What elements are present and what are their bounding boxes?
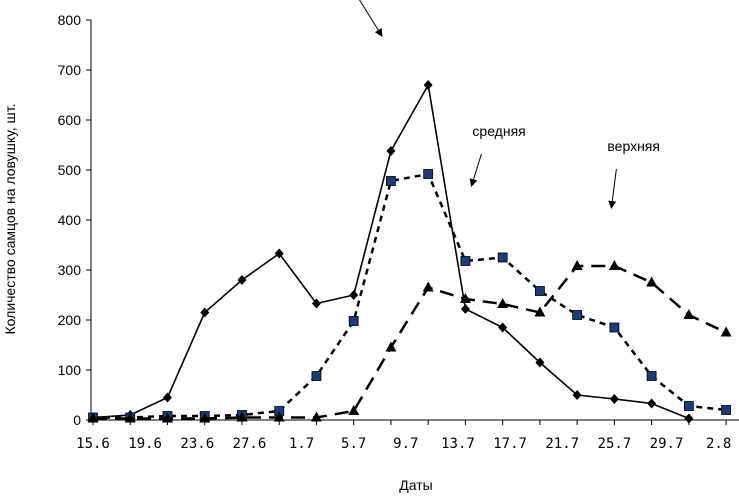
data-point-diamond <box>162 392 172 403</box>
series-square <box>88 169 732 423</box>
data-point-diamond <box>572 390 582 400</box>
data-point-diamond <box>200 307 210 318</box>
y-tick-label: 500 <box>58 162 82 178</box>
data-point-diamond <box>609 394 619 404</box>
axes: 0 100 200 300 400 500 600 700 800 15.6 19.6 23.6 27.… <box>58 12 739 452</box>
data-point-diamond <box>498 322 508 333</box>
data-point-triangle <box>273 411 285 422</box>
data-point-triangle <box>385 341 397 352</box>
series-line <box>93 172 727 419</box>
data-point-square <box>460 256 471 266</box>
data-point-triangle <box>683 309 695 319</box>
x-tick-label: 13.7 <box>441 436 475 452</box>
y-tick-label: 800 <box>58 12 82 28</box>
data-point-triangle <box>236 411 248 422</box>
data-point-square <box>386 176 396 186</box>
data-point-triangle <box>608 260 620 270</box>
data-point-triangle <box>720 326 732 337</box>
data-point-square <box>311 371 322 381</box>
data-point-triangle <box>459 293 471 303</box>
data-point-square <box>534 286 545 296</box>
series-line <box>92 82 690 420</box>
x-tick-label: 5.7 <box>341 436 366 452</box>
series-line <box>93 264 727 420</box>
annotation-label: средняя <box>472 123 525 139</box>
data-point-triangle <box>571 260 583 270</box>
x-tick-label: 2.8 <box>706 436 731 452</box>
x-tick-label: 15.6 <box>76 436 110 452</box>
data-point-diamond <box>311 298 321 309</box>
data-point-square <box>348 316 359 326</box>
data-point-triangle <box>534 306 546 317</box>
annotation-arrow <box>358 0 383 37</box>
data-point-square <box>423 169 434 179</box>
data-point-triangle <box>124 412 136 423</box>
y-axis-title: Количество самцов на ловушку, шт. <box>2 104 18 335</box>
annotations: нижняясредняяверхняя <box>358 0 660 209</box>
data-point-square <box>572 310 583 320</box>
x-tick-label: 1.7 <box>289 436 314 452</box>
data-point-triangle <box>422 281 434 292</box>
data-point-square <box>683 401 694 411</box>
y-tick-label: 0 <box>73 412 81 428</box>
data-point-diamond <box>423 80 433 90</box>
annotation-label: верхняя <box>607 138 660 154</box>
data-point-triangle <box>161 412 173 423</box>
data-point-triangle <box>497 298 509 308</box>
y-tick-label: 100 <box>58 362 82 378</box>
data-point-diamond <box>274 248 284 259</box>
y-tick-label: 700 <box>58 62 82 78</box>
series-layer <box>87 80 732 424</box>
data-point-diamond <box>460 304 470 314</box>
y-tick-label: 600 <box>58 112 82 128</box>
data-point-square <box>721 405 732 415</box>
data-point-square <box>609 322 620 333</box>
series-diamond <box>88 80 694 424</box>
data-point-triangle <box>87 412 99 423</box>
data-point-triangle <box>348 405 360 415</box>
y-tick-label: 300 <box>58 262 82 278</box>
data-point-diamond <box>237 275 247 285</box>
x-tick-label: 9.7 <box>393 436 418 452</box>
data-point-triangle <box>646 276 658 287</box>
annotation-arrow <box>608 168 617 209</box>
data-point-square <box>646 371 657 381</box>
x-tick-label: 29.7 <box>650 436 684 452</box>
x-tick-label: 21.7 <box>545 436 579 452</box>
x-tick-label: 19.6 <box>128 436 162 452</box>
y-tick-label: 400 <box>58 212 82 228</box>
x-tick-label: 23.6 <box>180 436 214 452</box>
data-point-square <box>497 252 508 263</box>
x-axis-title: Даты <box>399 477 432 493</box>
data-point-diamond <box>647 398 657 409</box>
data-point-diamond <box>349 290 359 300</box>
data-point-diamond <box>684 413 694 424</box>
series-triangle <box>87 260 732 423</box>
data-point-triangle <box>310 411 322 422</box>
x-tick-label: 27.6 <box>233 436 267 452</box>
y-tick-label: 200 <box>58 312 82 328</box>
data-point-diamond <box>535 357 545 368</box>
data-point-diamond <box>386 146 396 156</box>
data-point-triangle <box>199 412 211 423</box>
x-tick-label: 25.7 <box>598 436 632 452</box>
annotation-arrow <box>469 153 482 187</box>
x-tick-label: 17.7 <box>493 436 527 452</box>
